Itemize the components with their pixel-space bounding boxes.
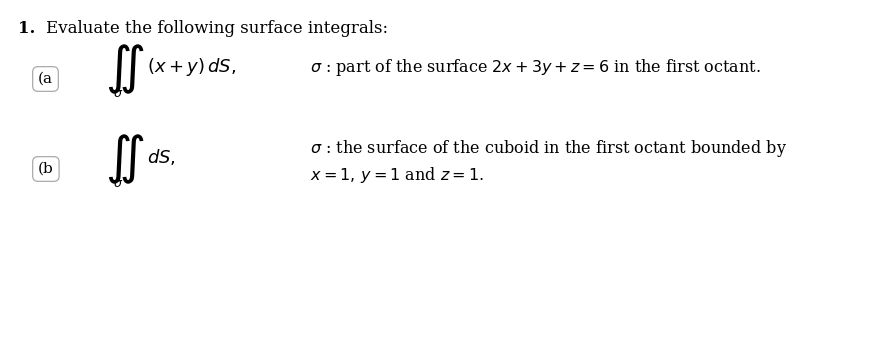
Text: Evaluate the following surface integrals:: Evaluate the following surface integrals… [46, 20, 388, 37]
Text: $x = 1,\, y = 1$ and $z = 1.$: $x = 1,\, y = 1$ and $z = 1.$ [310, 165, 484, 185]
Text: $\sigma$: $\sigma$ [113, 86, 123, 100]
Text: $\iint$: $\iint$ [105, 132, 144, 186]
Text: $\sigma$ : part of the surface $2x + 3y + z = 6$ in the first octant.: $\sigma$ : part of the surface $2x + 3y … [310, 57, 760, 77]
Text: (a: (a [38, 72, 53, 86]
Text: $(x + y)\, dS,$: $(x + y)\, dS,$ [147, 56, 236, 78]
Text: 1.: 1. [18, 20, 35, 37]
Text: $\sigma$: $\sigma$ [113, 177, 123, 189]
Text: (b: (b [38, 162, 53, 176]
Text: $dS,$: $dS,$ [147, 147, 176, 167]
Text: $\iint$: $\iint$ [105, 42, 144, 96]
Text: $\sigma$ : the surface of the cuboid in the first octant bounded by: $\sigma$ : the surface of the cuboid in … [310, 137, 787, 159]
